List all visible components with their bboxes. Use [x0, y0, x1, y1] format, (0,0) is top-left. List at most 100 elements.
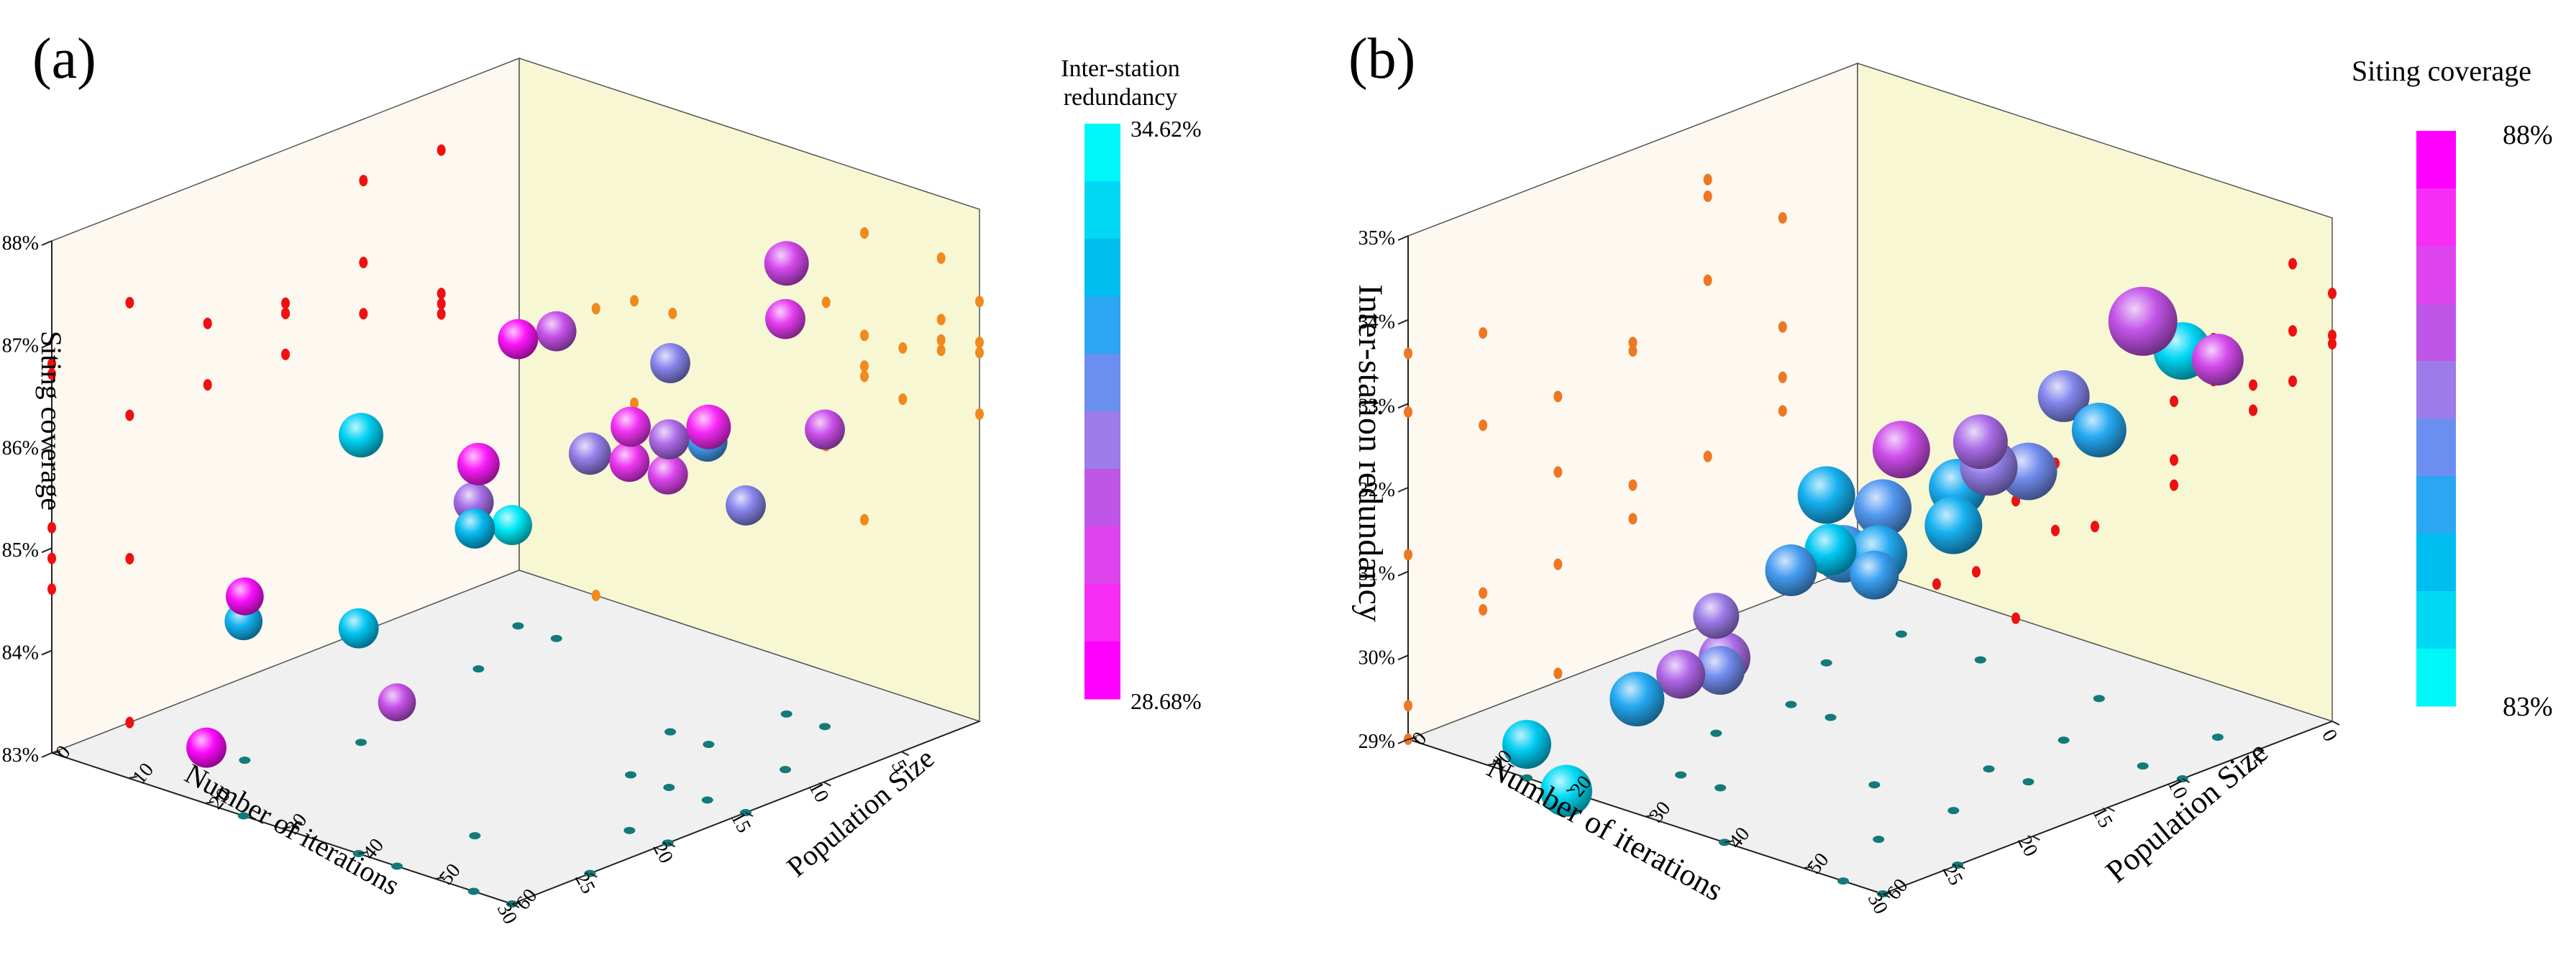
projection-floor-dot — [472, 665, 485, 673]
projection-left-dot — [1553, 390, 1563, 403]
colorbar-segment — [1084, 469, 1120, 527]
colorbar-segment — [2416, 419, 2456, 477]
z-tick-mark — [1397, 570, 1409, 577]
projection-floor-dot — [391, 862, 403, 870]
legend-b-max-label: 88% — [2503, 120, 2553, 150]
colorbar-segment — [2416, 303, 2456, 362]
data-sphere — [1656, 649, 1706, 699]
projection-left-dot — [1404, 406, 1412, 418]
data-sphere — [649, 419, 690, 460]
panel-a-spheres — [186, 241, 845, 768]
panel-b-walls — [1406, 62, 2334, 895]
data-sphere — [2037, 370, 2090, 422]
z-tick-mark — [1397, 739, 1409, 744]
data-sphere — [568, 432, 611, 475]
projection-floor-dot — [1820, 659, 1832, 667]
z-tick-mark — [41, 649, 52, 656]
projection-floor-dot — [2022, 778, 2034, 786]
projection-left-dot — [1703, 450, 1712, 462]
projection-left-dot — [1479, 419, 1488, 431]
projection-left-dot — [47, 368, 56, 380]
y-tick-mark — [1645, 814, 1655, 818]
data-sphere — [611, 406, 651, 447]
colorbar-segment — [2416, 534, 2456, 592]
projection-left-dot — [1553, 558, 1563, 570]
projection-floor-dot — [550, 634, 562, 642]
y-tick-mark — [1803, 866, 1813, 869]
projection-right-dot — [936, 334, 946, 346]
colorbar-segment — [1084, 354, 1120, 412]
projection-floor-dot — [701, 796, 713, 804]
z-tick-label: 88% — [2, 232, 39, 255]
data-sphere — [647, 454, 688, 495]
z-tick-label: 30% — [1358, 646, 1395, 669]
z-tick-label: 31% — [1358, 563, 1395, 585]
colorbar-segment — [1084, 526, 1120, 585]
legend-a-colorbar — [1084, 124, 1120, 700]
data-sphere — [1797, 466, 1855, 524]
projection-floor-dot — [2211, 734, 2224, 741]
z-tick-label: 33% — [1358, 395, 1395, 417]
projection-left-dot — [281, 348, 290, 360]
projection-right-dot — [860, 329, 869, 342]
colorbar-segment — [2416, 476, 2456, 534]
data-sphere — [378, 683, 416, 722]
data-sphere — [650, 343, 690, 383]
data-sphere — [1872, 421, 1930, 479]
projection-floor-dot — [1947, 807, 1960, 815]
projection-floor-dot — [1710, 729, 1722, 737]
projection-left-dot — [203, 317, 212, 329]
projection-left-dot — [1628, 513, 1638, 525]
projection-floor-dot — [1974, 656, 1986, 664]
projection-right-dot — [2328, 288, 2337, 299]
data-sphere — [765, 298, 805, 339]
projection-left-dot — [203, 379, 212, 391]
projection-right-dot — [975, 347, 984, 359]
projection-floor-dot — [1714, 784, 1727, 792]
projection-left-dot — [1628, 345, 1638, 357]
colorbar-segment — [2416, 649, 2456, 707]
colorbar-segment — [2416, 246, 2456, 304]
data-sphere — [536, 311, 577, 352]
x-tick-mark — [745, 812, 754, 817]
z-tick-label: 86% — [2, 437, 39, 460]
projection-left-dot — [1778, 405, 1787, 417]
legend-a-max-label: 34.62% — [1131, 116, 1202, 142]
projection-left-dot — [437, 288, 446, 300]
projection-left-dot — [359, 308, 368, 320]
projection-right-dot — [898, 342, 908, 354]
projection-right-dot — [2328, 338, 2337, 349]
projection-right-dot — [2091, 521, 2099, 533]
data-sphere — [2191, 334, 2244, 386]
projection-right-dot — [975, 408, 984, 420]
projection-floor-dot — [780, 766, 791, 774]
data-sphere — [498, 319, 539, 360]
y-tick-mark — [511, 902, 521, 905]
projection-right-dot — [860, 360, 869, 373]
legend-b-title: Siting coverage — [2352, 55, 2531, 87]
colorbar-segment — [1084, 584, 1120, 642]
panel-a-zlabel: Siting coverage — [35, 331, 68, 511]
z-tick-label: 34% — [1358, 311, 1395, 334]
projection-floor-dot — [624, 826, 636, 834]
x-tick-mark — [1957, 864, 1965, 869]
projection-floor-dot — [469, 832, 481, 840]
projection-floor-dot — [2093, 695, 2105, 703]
z-tick-label: 32% — [1358, 479, 1395, 501]
projection-right-dot — [936, 344, 946, 357]
colorbar-segment — [2416, 591, 2456, 649]
colorbar-segment — [1084, 239, 1120, 297]
projection-right-dot — [936, 252, 946, 264]
projection-left-dot — [1479, 587, 1488, 599]
projection-left-dot — [125, 716, 134, 728]
panel-a: (a) 83%84%85%86%87%88%510152025300102030… — [2, 27, 1202, 928]
projection-right-dot — [2288, 375, 2297, 388]
x-tick-mark — [2257, 749, 2265, 754]
data-sphere — [764, 241, 809, 286]
projection-floor-dot — [625, 771, 636, 779]
projection-left-dot — [1628, 479, 1638, 491]
projection-floor-dot — [1824, 713, 1837, 721]
projection-left-dot — [47, 552, 56, 565]
projection-right-dot — [2170, 479, 2178, 491]
